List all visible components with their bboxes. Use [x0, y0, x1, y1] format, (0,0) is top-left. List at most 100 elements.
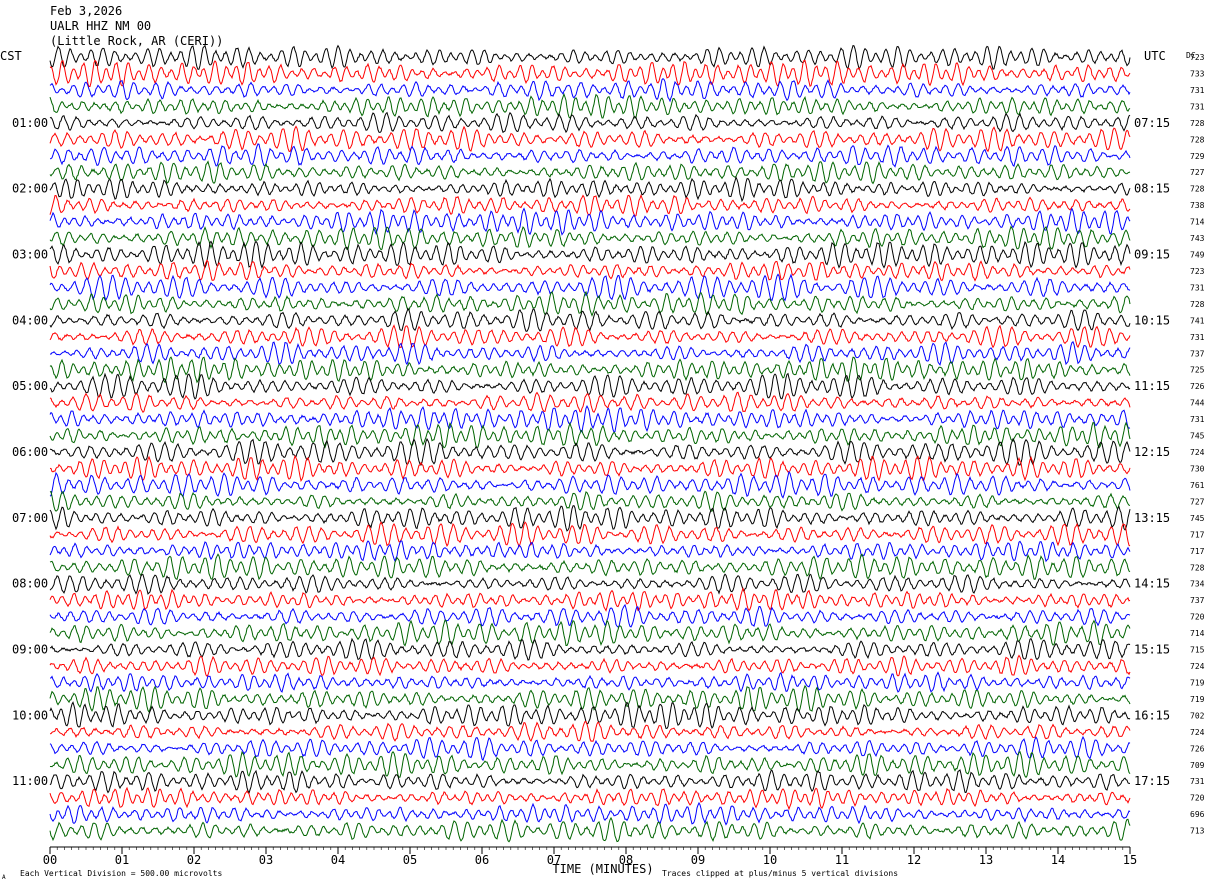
- dc-offset-value: 696: [1190, 810, 1205, 819]
- seismic-trace: [49, 553, 1131, 581]
- dc-offset-value: 714: [1190, 629, 1205, 638]
- dc-offset-value: 709: [1190, 761, 1205, 770]
- seismic-trace: [49, 540, 1131, 563]
- x-tick-label: 02: [187, 853, 201, 867]
- x-tick-label: 00: [43, 853, 57, 867]
- dc-offset-value: 728: [1190, 185, 1205, 194]
- dc-offset-value: 743: [1190, 234, 1205, 243]
- x-tick-label: 09: [691, 853, 705, 867]
- seismic-trace: [49, 259, 1131, 282]
- left-timezone-label: CST: [0, 49, 22, 63]
- dc-offset-value: 715: [1190, 646, 1205, 655]
- right-hour-label: 15:15: [1134, 643, 1170, 657]
- dc-offset-value: 729: [1190, 152, 1205, 161]
- right-hour-label: 10:15: [1134, 313, 1170, 327]
- dc-offset-value: 731: [1190, 333, 1205, 342]
- dc-offset-value: 727: [1190, 497, 1205, 506]
- dc-offset-value: 728: [1190, 119, 1205, 128]
- seismic-trace: [49, 340, 1131, 366]
- seismic-trace: [49, 143, 1131, 168]
- seismic-trace: [49, 721, 1131, 742]
- seismic-trace: [49, 701, 1131, 729]
- right-hour-label: 13:15: [1134, 511, 1170, 525]
- x-axis: 00 01 02 03 04 05 06 07 08 09 10 11 12 13 14 15: [43, 846, 1137, 867]
- x-tick-label: 04: [331, 853, 345, 867]
- left-hour-label: 11:00: [12, 774, 48, 788]
- left-hour-label: 02:00: [12, 182, 48, 196]
- x-tick-label: 07: [547, 853, 561, 867]
- seismic-trace: [49, 125, 1131, 153]
- left-hour-label: 04:00: [12, 313, 48, 327]
- seismic-trace: [49, 290, 1131, 317]
- right-hour-labels: 07:15 08:15 09:15 10:15 11:15 12:15 13:15 14:15…: [1134, 116, 1170, 788]
- seismic-trace: [49, 816, 1131, 843]
- left-hour-labels: 01:00 02:00 03:00 04:00 05:00 06:00 07:00 08:00…: [12, 116, 48, 788]
- right-hour-label: 12:15: [1134, 445, 1170, 459]
- seismic-trace: [49, 225, 1131, 251]
- seismic-trace: [49, 356, 1131, 384]
- seismic-trace: [49, 619, 1131, 647]
- x-tick-label: 10: [763, 853, 777, 867]
- seismic-trace: [50, 671, 1131, 693]
- dc-offset-value: 731: [1190, 415, 1205, 424]
- left-hour-label: 07:00: [12, 511, 48, 525]
- dc-offset-value: 745: [1190, 432, 1205, 441]
- dc-offset-value: 713: [1190, 827, 1205, 836]
- seismic-trace: [49, 505, 1131, 532]
- dc-offset-value: 728: [1190, 300, 1205, 309]
- x-tick-label: 05: [403, 853, 417, 867]
- dc-offset-value: 738: [1190, 201, 1205, 210]
- dc-offset-value: 719: [1190, 679, 1205, 688]
- seismic-trace: [49, 421, 1131, 449]
- right-hour-label: 16:15: [1134, 708, 1170, 722]
- dc-offset-value: 723: [1190, 267, 1205, 276]
- seismic-trace: [49, 750, 1131, 779]
- seismic-trace: [49, 786, 1131, 811]
- dc-offset-value: 734: [1190, 580, 1205, 589]
- corner-mark: A: [2, 874, 6, 881]
- left-hour-label: 09:00: [12, 643, 48, 657]
- seismic-trace: [49, 490, 1131, 512]
- x-tick-label: 14: [1051, 853, 1065, 867]
- x-tick-label: 03: [259, 853, 273, 867]
- seismic-trace: [49, 801, 1131, 826]
- dc-offset-value: 741: [1190, 316, 1205, 325]
- seismic-trace: [49, 654, 1131, 677]
- station-label: UALR HHZ NM 00: [50, 19, 151, 33]
- dc-offset-value: 731: [1190, 102, 1205, 111]
- dc-offset-value: 717: [1190, 547, 1205, 556]
- dc-offset-value: 731: [1190, 283, 1205, 292]
- left-hour-label: 03:00: [12, 248, 48, 262]
- dc-offset-value: 761: [1190, 481, 1205, 490]
- left-hour-label: 05:00: [12, 379, 48, 393]
- left-hour-label: 10:00: [12, 708, 48, 722]
- dc-offset-value: 714: [1190, 218, 1205, 227]
- dc-offset-value: 724: [1190, 448, 1205, 457]
- seismic-trace: [49, 240, 1131, 269]
- dc-offset-value: 744: [1190, 399, 1205, 408]
- seismic-trace: [49, 372, 1131, 400]
- seismic-trace: [49, 307, 1131, 332]
- seismic-trace: [49, 404, 1131, 433]
- location-label: (Little Rock, AR (CERI)): [50, 34, 223, 48]
- dc-offset-value: 728: [1190, 563, 1205, 572]
- right-hour-label: 17:15: [1134, 774, 1170, 788]
- scale-note: Each Vertical Division = 500.00 microvol…: [20, 869, 222, 878]
- dc-offset-value: 733: [1190, 70, 1205, 79]
- seismic-trace: [49, 273, 1131, 302]
- seismic-trace: [49, 769, 1130, 795]
- seismic-trace: [49, 324, 1131, 349]
- dc-offset-value: 726: [1190, 744, 1205, 753]
- dc-offset-value: 720: [1190, 613, 1205, 622]
- seismic-trace: [49, 92, 1131, 119]
- dc-offset-value: 737: [1190, 596, 1205, 605]
- seismic-trace: [49, 44, 1131, 70]
- dc-offset-value: 717: [1190, 530, 1205, 539]
- right-hour-label: 08:15: [1134, 182, 1170, 196]
- dc-offset-value: 727: [1190, 168, 1205, 177]
- x-tick-label: 12: [907, 853, 921, 867]
- x-tick-label: 01: [115, 853, 129, 867]
- seismic-trace: [49, 207, 1131, 236]
- seismic-trace: [49, 470, 1131, 499]
- dc-offset-value: 719: [1190, 695, 1205, 704]
